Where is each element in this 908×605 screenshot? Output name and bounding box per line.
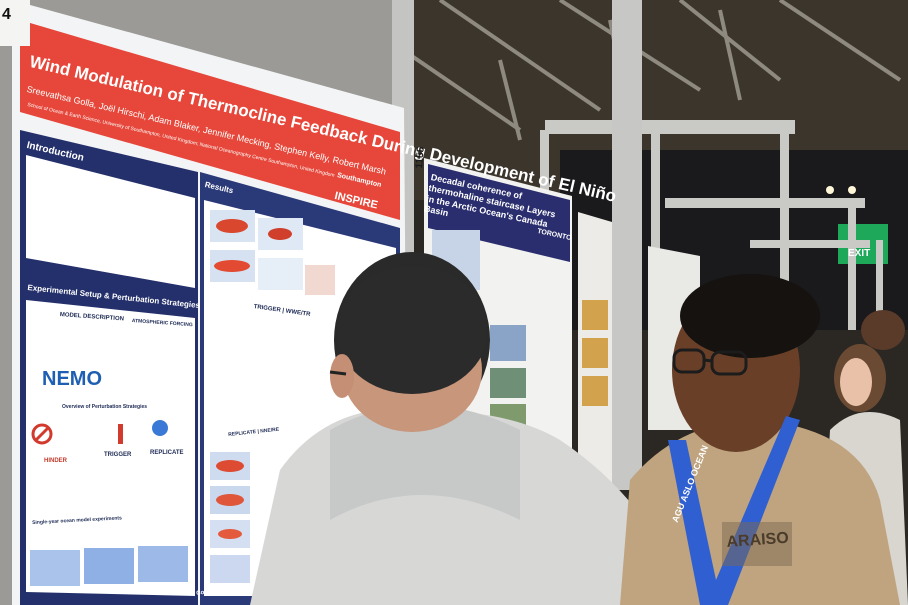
ceiling-light	[826, 186, 834, 194]
strategy-label-hinder: HINDER	[44, 458, 68, 464]
corner-tag-number: 4	[2, 6, 11, 23]
attendee-right-person	[620, 274, 900, 605]
poster-1-title-banner	[20, 20, 400, 220]
poster-1-intro-box	[26, 155, 195, 288]
strategy-label-replicate: REPLICATE	[150, 450, 184, 456]
strategy-label-trigger: TRIGGER	[104, 452, 132, 458]
poster-1-experimental-box	[26, 300, 195, 596]
exit-sign-text: EXIT	[848, 248, 871, 259]
lanyard-strap	[668, 416, 800, 605]
poster-1-result-figures	[210, 210, 335, 583]
strategy-icons	[31, 420, 168, 445]
thermometer-icon	[118, 424, 123, 444]
hinder-icon	[31, 423, 53, 445]
globe-icon	[152, 420, 168, 436]
poster-2-title-band	[428, 164, 570, 262]
board-pole	[612, 0, 642, 490]
poster-2-number: 1155	[414, 146, 427, 169]
glasses-icon	[672, 348, 748, 376]
attendee-foreground-back	[250, 252, 690, 605]
shirt-print	[722, 522, 792, 566]
section-overview: Overview of Perturbation Strategies	[62, 404, 148, 410]
poster-3-plots	[582, 300, 608, 406]
corner-tag	[0, 0, 30, 46]
poster-1-ocean-maps	[30, 546, 188, 586]
ceiling-light	[848, 186, 856, 194]
nemo-logo: NEMO	[42, 368, 102, 390]
